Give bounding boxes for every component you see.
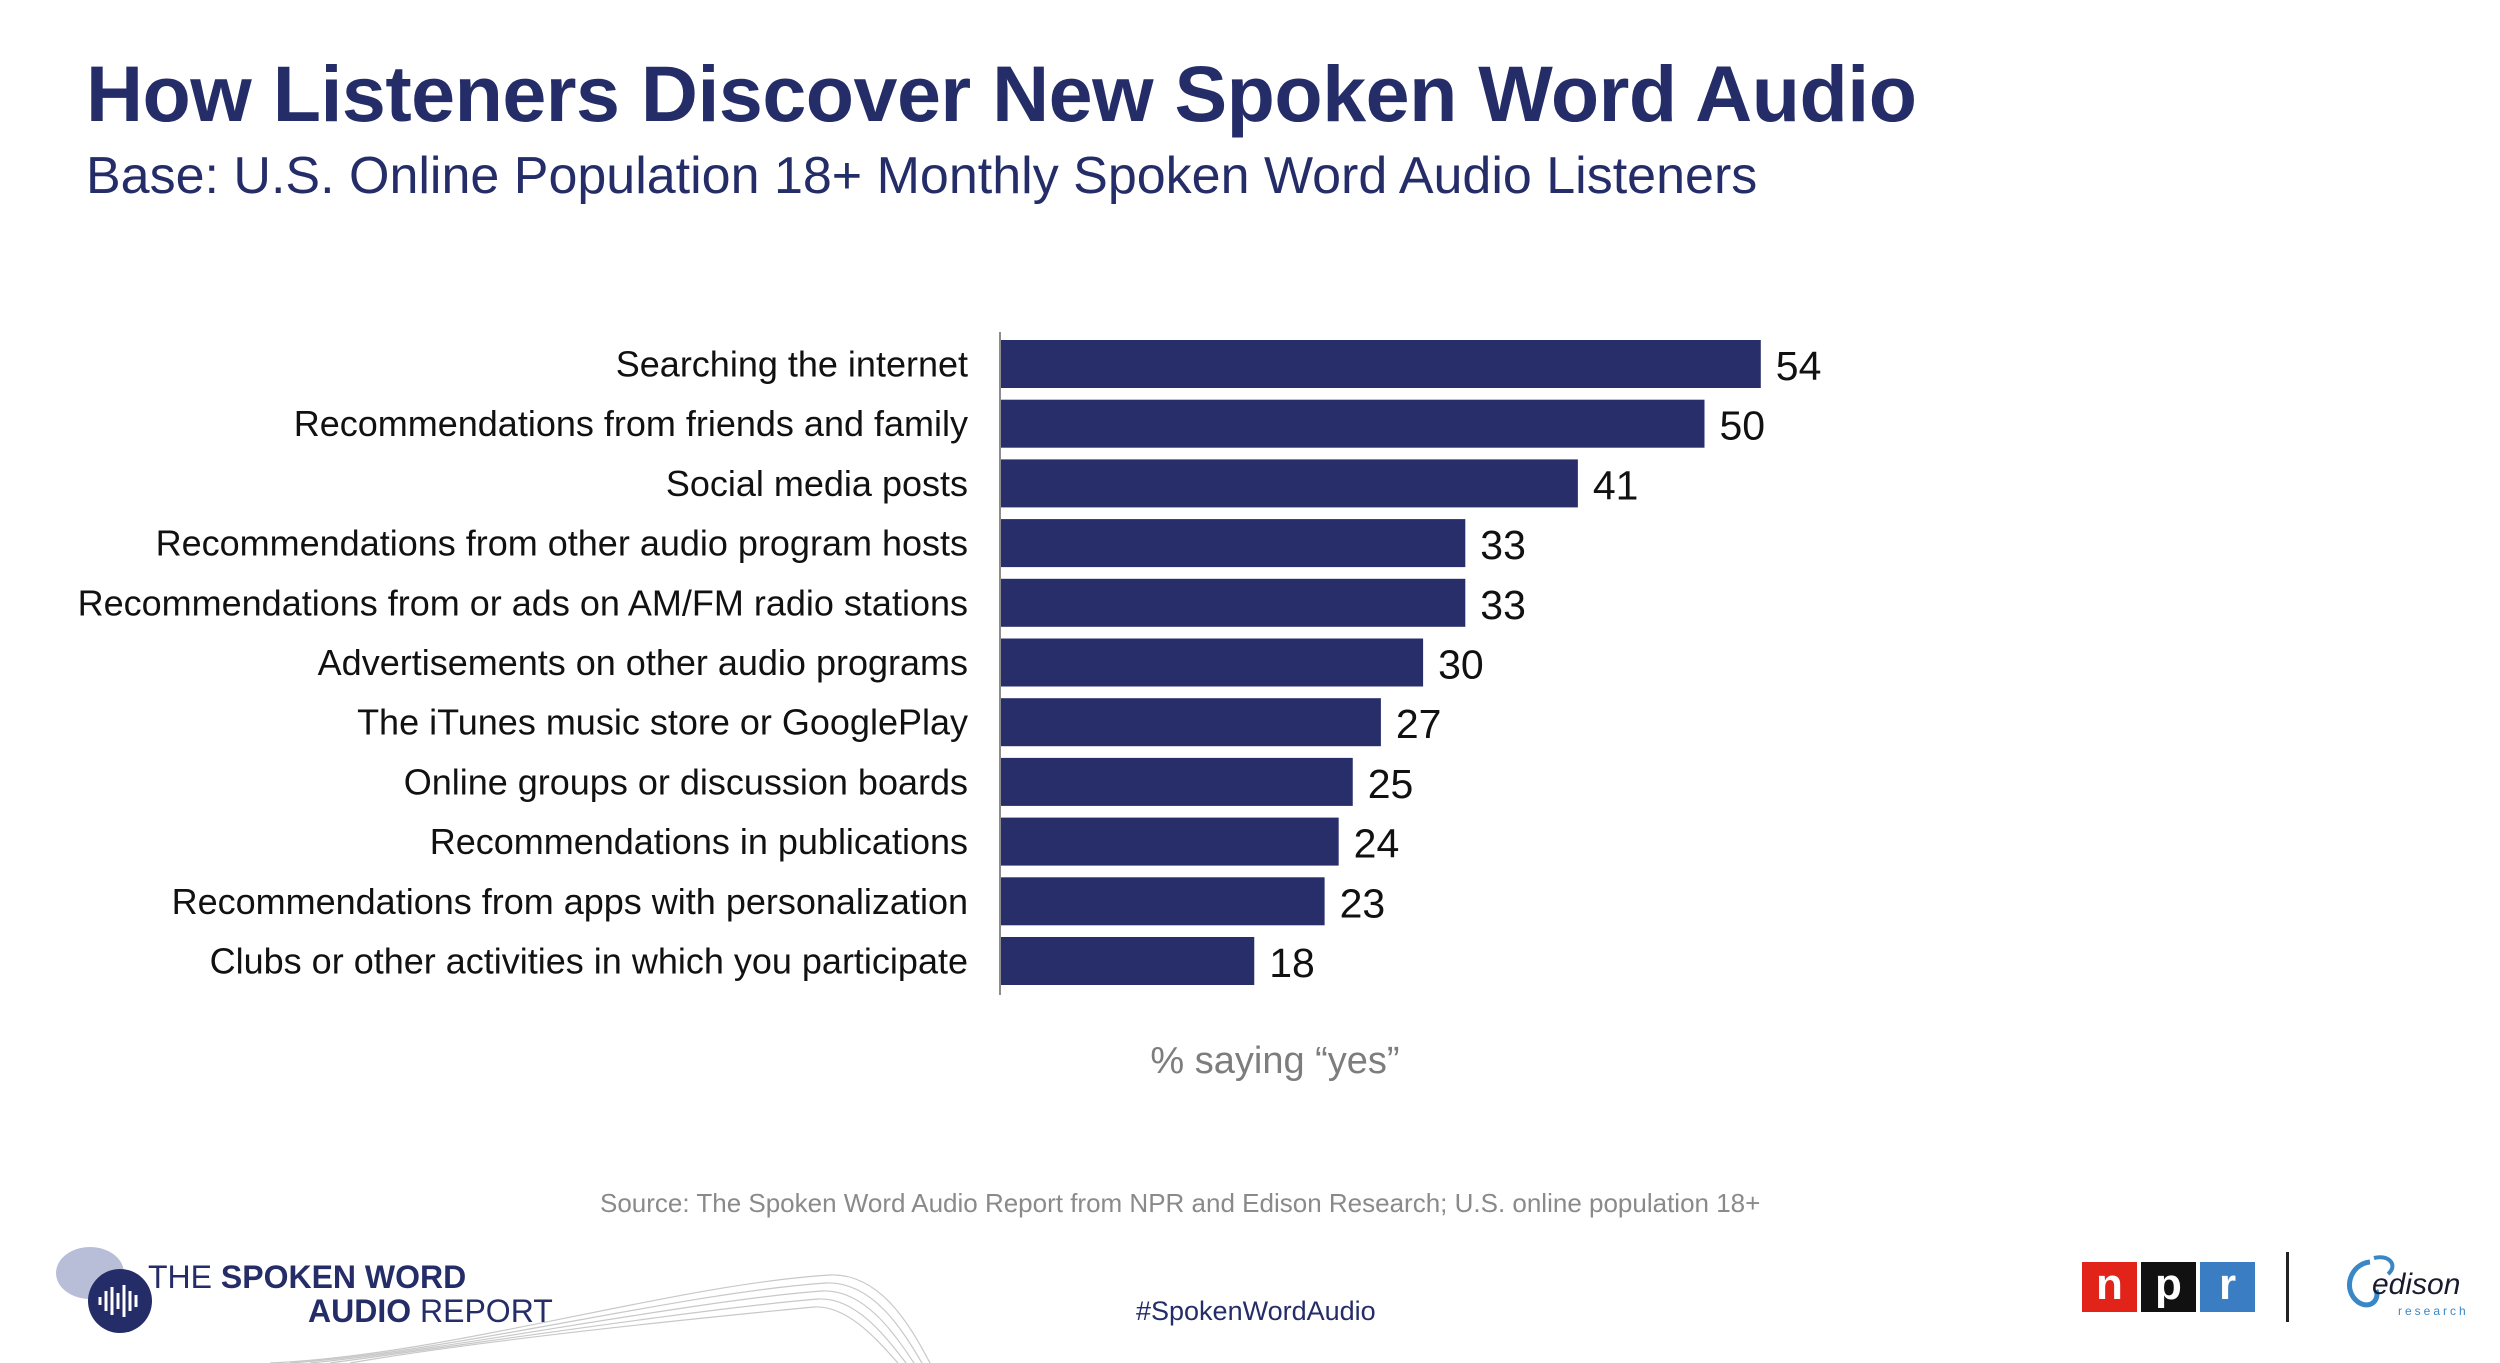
data-label: 23 [1340,880,1386,926]
bar [1001,340,1761,388]
soundwave-icon [98,1285,138,1317]
source-note: Source: The Spoken Word Audio Report fro… [600,1188,1761,1218]
bar [1001,877,1325,926]
category-label: Social media posts [666,463,968,504]
category-label: Recommendations from other audio program… [156,523,968,564]
bar [1001,698,1381,747]
decorative-waves [269,1274,931,1363]
logo-divider [2286,1252,2289,1322]
category-label: Advertisements on other audio programs [318,642,968,683]
report-logo-text: THE SPOKEN WORD AUDIO REPORT [148,1260,553,1328]
bar [1001,399,1705,448]
npr-logo: n p r [2082,1262,2255,1312]
data-label: 18 [1269,940,1315,986]
report-logo-bold: SPOKEN WORD [220,1259,467,1295]
data-label: 54 [1776,343,1822,389]
data-label: 25 [1368,761,1414,807]
hashtag-link[interactable]: #SpokenWordAudio [1136,1296,1376,1326]
category-label: Searching the internet [616,344,968,385]
category-label: Recommendations from or ads on AM/FM rad… [78,582,968,623]
data-label: 33 [1480,582,1526,628]
report-logo-audio: AUDIO [308,1293,412,1329]
data-label: 30 [1438,642,1484,688]
data-label: 27 [1396,701,1442,747]
data-label: 33 [1480,522,1526,568]
bar [1001,937,1255,985]
category-label: Recommendations from friends and family [294,403,968,444]
bar [1001,638,1424,687]
page-subtitle: Base: U.S. Online Population 18+ Monthly… [86,147,1758,205]
report-logo-suffix: REPORT [411,1293,553,1329]
category-label: The iTunes music store or GooglePlay [357,702,968,743]
npr-logo-p: p [2141,1262,2196,1312]
category-label: Recommendations in publications [430,821,968,862]
report-logo-prefix: THE [148,1259,221,1295]
bar [1001,578,1466,627]
data-label: 41 [1593,462,1639,508]
speech-bubble-icon [88,1269,152,1333]
edison-logo-sub: research [2398,1304,2469,1318]
category-label: Clubs or other activities in which you p… [210,941,968,982]
npr-logo-r: r [2200,1262,2255,1312]
bar [1001,757,1353,806]
x-axis-label: % saying “yes” [1150,1040,1400,1082]
bar [1001,817,1339,866]
edison-logo-word: edison [2372,1268,2461,1301]
report-logo-graphic [56,1247,931,1363]
category-label: Recommendations from apps with personali… [172,881,968,922]
page-title: How Listeners Discover New Spoken Word A… [86,49,1917,138]
category-label: Online groups or discussion boards [404,761,968,802]
bar [1001,459,1578,508]
edison-swoosh-icon [2347,1255,2395,1308]
data-label: 50 [1720,403,1766,449]
bar [1001,519,1466,568]
npr-logo-n: n [2082,1262,2137,1312]
data-label: 24 [1354,821,1400,867]
